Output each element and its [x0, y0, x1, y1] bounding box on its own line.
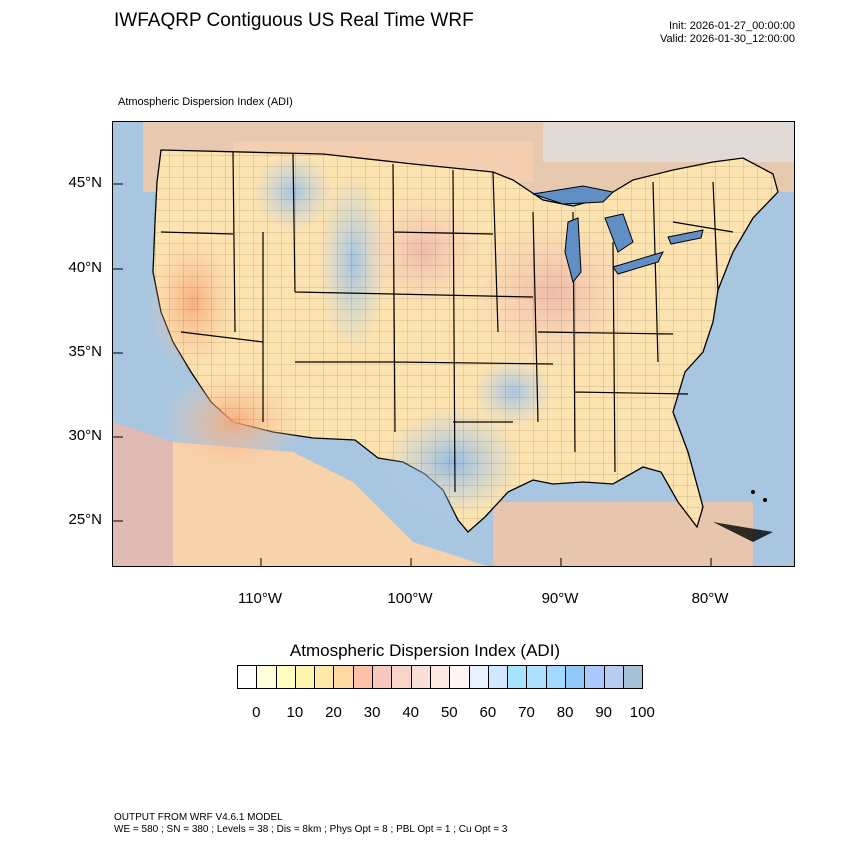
legend-tick-label: 10 [286, 704, 304, 721]
legend-tick-label: 20 [325, 704, 342, 721]
lon-label-100w: 100°W [387, 590, 433, 607]
legend-swatch [411, 666, 431, 688]
valid-time: Valid: 2026-01-30_12:00:00 [660, 33, 795, 45]
bahamas-island [751, 490, 755, 494]
legend-swatch [566, 666, 586, 688]
lake-huron [604, 213, 634, 253]
legend-title: Atmospheric Dispersion Index (ADI) [289, 641, 561, 660]
legend-swatch [508, 666, 528, 688]
init-time: Init: 2026-01-27_00:00:00 [669, 20, 795, 32]
lon-label-110w: 110°W [237, 590, 283, 607]
legend-tick-label: 50 [440, 704, 458, 721]
map-ticks [113, 183, 712, 566]
field-label: Atmospheric Dispersion Index (ADI) [118, 96, 293, 108]
lake-erie [612, 251, 664, 275]
mexico-land [173, 442, 487, 566]
legend-tick-label: 80 [556, 704, 574, 721]
lon-label-90w: 90°W [541, 590, 579, 607]
legend-tick-label: 40 [402, 704, 420, 721]
legend-swatch [276, 666, 296, 688]
lon-label-80w: 80°W [691, 590, 729, 607]
pacific-ocean [113, 122, 143, 372]
lat-label-25n: 25°N [68, 511, 102, 528]
legend-swatch [353, 666, 374, 688]
legend-swatch [527, 666, 547, 688]
map-canvas [113, 122, 794, 566]
color-legend [237, 665, 644, 689]
cuba-coast [713, 522, 773, 542]
legend-tick-label: 90 [595, 704, 613, 721]
model-params: WE = 580 ; SN = 380 ; Levels = 38 ; Dis … [114, 824, 508, 835]
legend-tick-label: 100 [629, 704, 655, 721]
legend-swatch [488, 666, 509, 688]
legend-swatch [315, 666, 335, 688]
lat-label-45n: 45°N [68, 174, 102, 191]
legend-swatch [392, 666, 412, 688]
legend-swatch [295, 666, 316, 688]
legend-swatch [604, 666, 624, 688]
mexico-land [113, 422, 173, 566]
legend-swatch [238, 666, 258, 688]
lat-label-30n: 30°N [68, 427, 102, 444]
legend-tick-label: 60 [479, 704, 497, 721]
model-info: OUTPUT FROM WRF V4.6.1 MODEL [114, 812, 283, 823]
lat-label-40n: 40°N [68, 259, 102, 276]
gulf-of-mexico [493, 502, 753, 566]
map-title: IWFAQRP Contiguous US Real Time WRF [114, 10, 474, 31]
lat-label-35n: 35°N [68, 343, 102, 360]
lake-ontario [667, 229, 704, 245]
legend-swatch [623, 666, 643, 688]
legend-tick-label: 0 [252, 704, 261, 721]
lake-michigan [564, 217, 582, 284]
lake-superior [532, 185, 615, 205]
state-borders [160, 151, 734, 493]
legend-tick-label: 30 [363, 704, 381, 721]
legend-swatch [546, 666, 567, 688]
legend-swatch [257, 666, 277, 688]
bahamas-island [763, 498, 767, 502]
legend-swatch [373, 666, 393, 688]
canada-land [543, 122, 794, 162]
legend-swatch [469, 666, 489, 688]
legend-swatch [585, 666, 605, 688]
legend-swatch [450, 666, 470, 688]
legend-tick-label: 70 [518, 704, 535, 721]
legend-swatch [430, 666, 451, 688]
atlantic-ocean [753, 302, 794, 566]
map-panel [112, 121, 795, 567]
legend-swatch [334, 666, 354, 688]
